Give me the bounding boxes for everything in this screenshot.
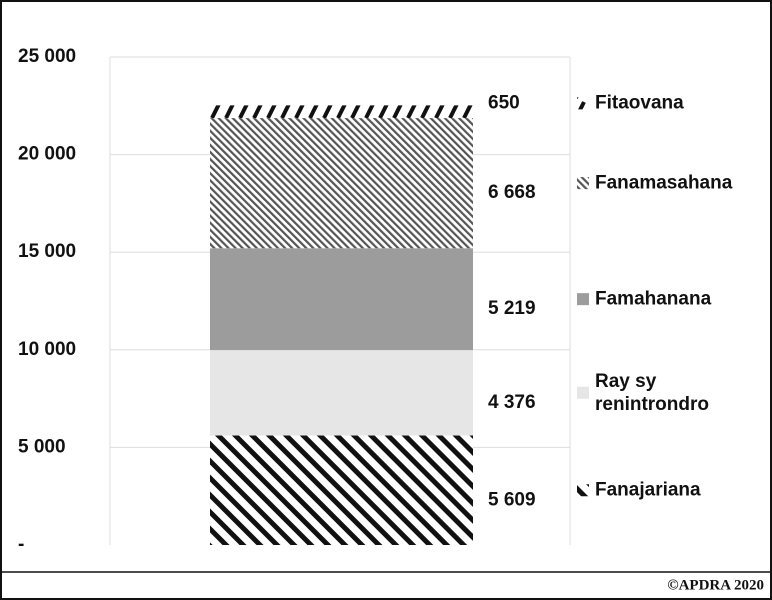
bar-segment bbox=[210, 435, 473, 545]
legend-label: Ray sy renintrondro bbox=[595, 370, 709, 415]
legend-swatch bbox=[577, 484, 589, 497]
value-label: 5 219 bbox=[488, 298, 536, 319]
value-label: 6 668 bbox=[488, 182, 536, 203]
bar-segment bbox=[210, 105, 473, 119]
bar-segment bbox=[210, 118, 473, 249]
bar-segment bbox=[210, 350, 473, 436]
legend-label: Fitaovana bbox=[595, 92, 684, 114]
y-tick-label: 25 000 bbox=[18, 46, 76, 67]
y-tick-label: 15 000 bbox=[18, 241, 76, 262]
y-tick-label: - bbox=[18, 534, 24, 555]
value-label: 5 609 bbox=[488, 489, 536, 510]
value-label: 650 bbox=[488, 92, 520, 113]
legend-swatch bbox=[577, 386, 589, 399]
y-tick-label: 20 000 bbox=[18, 144, 76, 165]
legend-label: Fanamasahana bbox=[595, 172, 733, 194]
legend-label: Famahanana bbox=[595, 288, 712, 310]
legend-swatch bbox=[577, 97, 589, 110]
legend-swatch bbox=[577, 293, 589, 306]
y-tick-label: 5 000 bbox=[18, 436, 66, 457]
legend-label: Fanajariana bbox=[595, 479, 701, 501]
legend-swatch bbox=[577, 177, 589, 190]
bar-segment bbox=[210, 248, 473, 351]
copyright: ©APDRA 2020 bbox=[667, 577, 764, 593]
value-label: 4 376 bbox=[488, 392, 536, 413]
y-tick-label: 10 000 bbox=[18, 339, 76, 360]
